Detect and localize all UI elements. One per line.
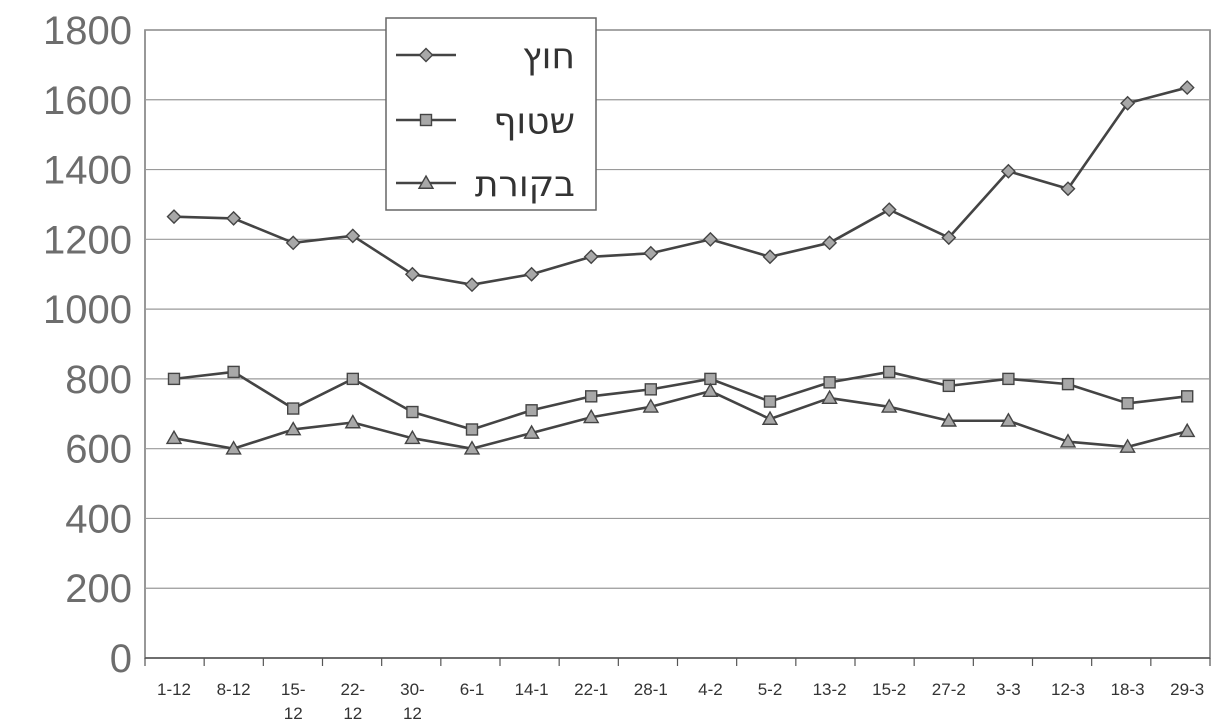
data-point-triangle bbox=[582, 408, 600, 424]
legend-label: חוץ bbox=[522, 36, 575, 77]
data-point-triangle bbox=[642, 398, 660, 413]
data-point-diamond bbox=[345, 228, 361, 244]
data-point-square bbox=[465, 423, 479, 436]
x-axis: 1-12 8-12 15- 12 22- 12 30- 12 6-1 14-1 22-1 28-1 4-… bbox=[144, 657, 1211, 723]
data-point-triangle bbox=[880, 398, 898, 413]
data-point-square bbox=[525, 404, 538, 417]
data-point-square bbox=[1180, 390, 1194, 403]
data-point-square bbox=[883, 365, 896, 379]
x-tick-label: 1-12 bbox=[157, 680, 191, 699]
x-tick-label: 3-3 bbox=[996, 680, 1021, 699]
legend-label: בקורת bbox=[475, 164, 575, 205]
x-tick-label: 18-3 bbox=[1111, 680, 1145, 699]
data-point-diamond bbox=[1179, 80, 1195, 96]
y-tick-label: 1200 bbox=[43, 218, 132, 262]
data-point-triangle bbox=[523, 424, 540, 439]
x-tick-label: 27-2 bbox=[932, 680, 966, 699]
x-tick-label: 22- bbox=[341, 680, 366, 699]
data-point-square bbox=[167, 372, 181, 386]
x-tick-label: 5-2 bbox=[758, 680, 783, 699]
data-point-triangle bbox=[1000, 412, 1017, 427]
data-point-diamond bbox=[404, 266, 420, 282]
x-tick-label: 15-2 bbox=[872, 680, 906, 699]
data-point-triangle bbox=[1059, 433, 1077, 448]
data-point-square bbox=[1002, 372, 1015, 386]
data-point-triangle bbox=[404, 429, 421, 445]
data-point-square bbox=[1121, 397, 1134, 410]
data-point-triangle bbox=[165, 429, 183, 445]
y-tick-label: 0 bbox=[110, 637, 132, 681]
data-point-square bbox=[823, 376, 836, 389]
plot-area bbox=[144, 29, 1211, 659]
x-tick-label: 28-1 bbox=[634, 680, 668, 699]
data-point-triangle bbox=[761, 410, 779, 425]
data-point-diamond bbox=[1060, 181, 1076, 197]
data-point-square bbox=[585, 390, 598, 403]
legend-label: שטוף bbox=[493, 101, 575, 142]
data-point-triangle bbox=[284, 421, 302, 436]
y-tick-label: 200 bbox=[65, 567, 132, 611]
data-point-diamond bbox=[702, 231, 718, 247]
x-tick-label: 12 bbox=[403, 704, 422, 723]
y-tick-label: 1000 bbox=[43, 288, 132, 332]
data-point-diamond bbox=[226, 210, 242, 226]
x-tick-label: 15- bbox=[281, 680, 306, 699]
legend-marker-diamond bbox=[418, 47, 434, 63]
legend-marker-triangle bbox=[417, 174, 435, 189]
data-point-square bbox=[763, 395, 777, 408]
x-tick-label: 13-2 bbox=[813, 680, 847, 699]
x-tick-label: 6-1 bbox=[460, 680, 485, 699]
x-tick-label: 8-12 bbox=[217, 680, 251, 699]
data-point-triangle bbox=[940, 412, 958, 427]
series-line-3 bbox=[173, 389, 1188, 450]
x-tick-label: 12-3 bbox=[1051, 680, 1085, 699]
y-tick-label: 800 bbox=[65, 358, 132, 402]
data-point-diamond bbox=[881, 202, 897, 218]
data-point-triangle bbox=[1178, 422, 1196, 438]
data-point-triangle bbox=[463, 440, 481, 455]
y-axis-ticks: 0 200 400 600 800 1000 1200 1400 1600 1800 bbox=[43, 9, 132, 681]
data-point-diamond bbox=[1000, 163, 1016, 179]
data-point-triangle bbox=[344, 414, 362, 429]
data-point-triangle bbox=[225, 440, 242, 455]
x-tick-label: 14-1 bbox=[515, 680, 549, 699]
x-tick-label: 29-3 bbox=[1170, 680, 1204, 699]
data-point-diamond bbox=[1120, 95, 1136, 111]
data-point-square bbox=[1061, 377, 1075, 391]
data-point-square bbox=[406, 405, 419, 419]
x-tick-label: 30- bbox=[400, 680, 425, 699]
data-point-diamond bbox=[583, 249, 599, 265]
legend: חוץ שטוף בקורת bbox=[385, 17, 597, 211]
x-tick-label: 12 bbox=[343, 704, 362, 723]
data-point-triangle bbox=[1119, 438, 1136, 453]
legend-marker-square bbox=[419, 113, 433, 127]
data-point-diamond bbox=[285, 235, 301, 251]
data-point-square bbox=[942, 379, 955, 393]
data-point-triangle bbox=[821, 389, 838, 405]
y-tick-label: 600 bbox=[65, 428, 132, 472]
y-tick-label: 400 bbox=[65, 497, 132, 541]
data-point-triangle bbox=[702, 382, 719, 398]
x-tick-label: 12 bbox=[284, 704, 303, 723]
data-point-square bbox=[644, 383, 657, 396]
data-point-diamond bbox=[464, 277, 480, 293]
series-line-1 bbox=[173, 86, 1188, 286]
series-group bbox=[165, 80, 1196, 455]
data-point-diamond bbox=[822, 235, 838, 251]
data-point-diamond bbox=[762, 249, 778, 265]
series-line-2 bbox=[173, 370, 1188, 431]
data-point-square bbox=[287, 402, 300, 415]
y-tick-label: 1400 bbox=[43, 149, 132, 193]
data-point-diamond bbox=[941, 230, 957, 246]
data-point-square bbox=[227, 365, 240, 379]
data-point-diamond bbox=[524, 266, 540, 282]
data-point-square bbox=[346, 372, 359, 386]
y-tick-label: 1600 bbox=[43, 79, 132, 123]
data-point-diamond bbox=[643, 245, 659, 261]
data-point-diamond bbox=[166, 209, 182, 225]
x-tick-label: 22-1 bbox=[574, 680, 608, 699]
y-tick-label: 1800 bbox=[43, 9, 132, 53]
x-tick-label: 4-2 bbox=[698, 680, 723, 699]
